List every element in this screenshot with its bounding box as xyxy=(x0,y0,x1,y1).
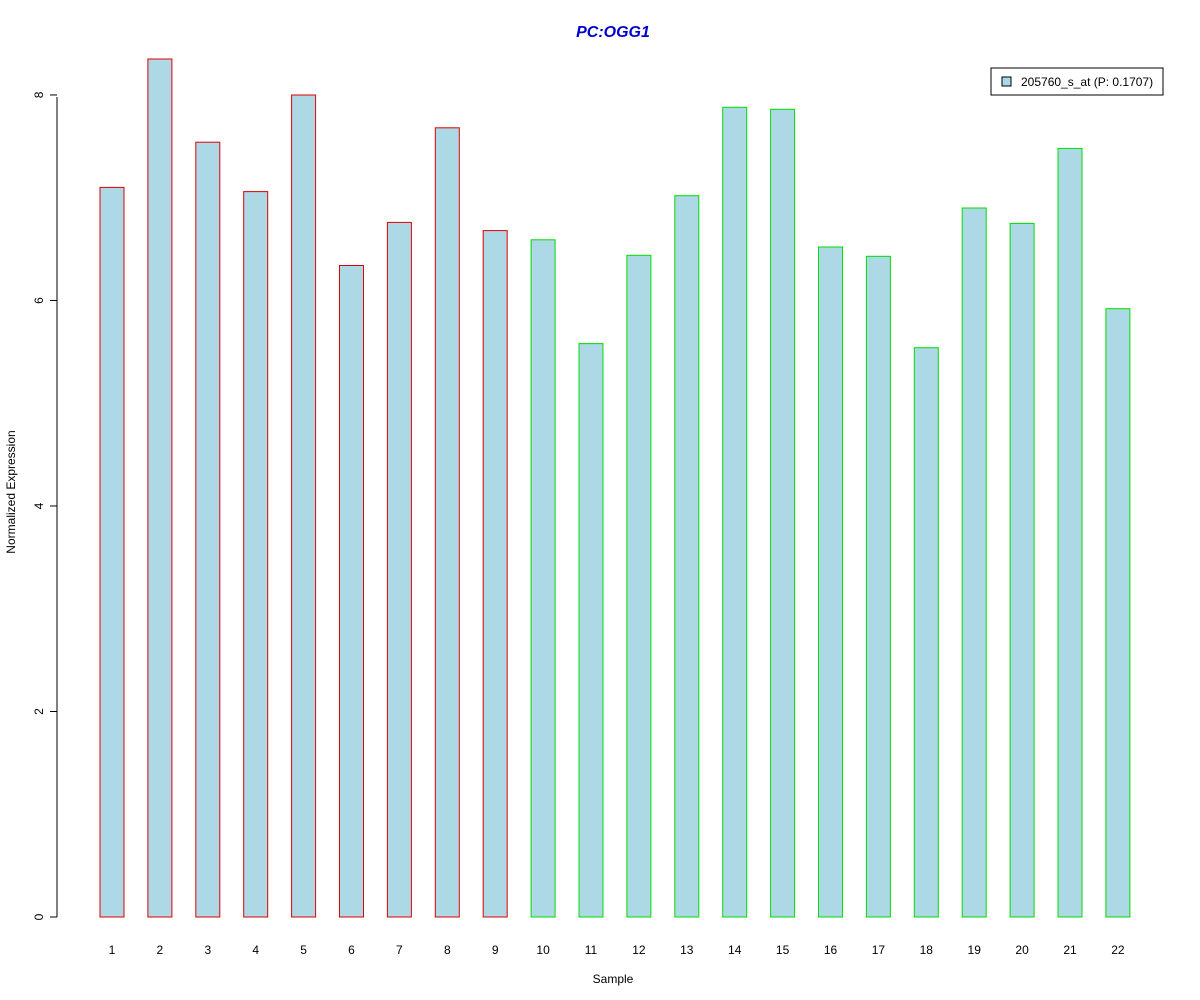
bar-sample-18 xyxy=(913,347,939,918)
y-axis-ticks: 0 2 4 6 8 xyxy=(32,91,57,920)
x-tick-label: 15 xyxy=(776,943,790,957)
bar-sample-21 xyxy=(1057,147,1083,918)
bar-sample-15 xyxy=(770,108,796,918)
bar-sample-19 xyxy=(961,207,987,918)
bar-sample-5 xyxy=(291,94,317,918)
x-tick-label: 19 xyxy=(968,943,982,957)
legend-box xyxy=(990,67,1164,96)
bar-sample-16 xyxy=(818,246,843,918)
bar-sample-3 xyxy=(195,141,221,918)
x-tick-label: 13 xyxy=(680,943,694,957)
bar-sample-8 xyxy=(434,127,460,918)
x-axis-tick-labels: 1 2 3 4 5 6 7 8 9 10 11 12 13 14 15 16 17 18 19 20 21 22 xyxy=(109,943,1125,957)
bar-sample-6 xyxy=(339,265,364,918)
legend: 205760_s_at (P: 0.1707) xyxy=(990,67,1164,96)
bar-sample-2 xyxy=(147,58,173,918)
bar-sample-17 xyxy=(865,255,891,918)
x-tick-label: 14 xyxy=(728,943,742,957)
chart-title: PC:OGG1 xyxy=(576,24,650,41)
bar-sample-22 xyxy=(1105,308,1131,918)
x-tick-label: 4 xyxy=(252,943,259,957)
x-tick-label: 12 xyxy=(632,943,646,957)
legend-swatch xyxy=(1001,76,1012,87)
x-tick-label: 18 xyxy=(920,943,934,957)
bar-sample-7 xyxy=(386,221,412,918)
x-tick-label: 1 xyxy=(109,943,116,957)
bar-sample-10 xyxy=(530,239,556,918)
bar-sample-11 xyxy=(578,343,604,918)
y-tick-label: 8 xyxy=(32,91,46,98)
y-axis-label: Normalized Expression xyxy=(4,430,18,553)
bar-sample-12 xyxy=(626,254,652,918)
x-tick-label: 7 xyxy=(396,943,403,957)
x-tick-label: 8 xyxy=(444,943,451,957)
legend-label: 205760_s_at (P: 0.1707) xyxy=(1021,75,1153,89)
x-tick-label: 6 xyxy=(348,943,355,957)
y-tick-label: 0 xyxy=(32,913,46,920)
bar-sample-20 xyxy=(1009,222,1035,918)
y-tick-label: 4 xyxy=(32,502,46,509)
x-tick-label: 5 xyxy=(300,943,307,957)
x-tick-label: 11 xyxy=(585,943,598,957)
y-tick-label: 2 xyxy=(32,708,46,715)
x-tick-label: 16 xyxy=(824,943,838,957)
bars xyxy=(99,58,1131,918)
x-tick-label: 2 xyxy=(157,943,164,957)
x-tick-label: 21 xyxy=(1063,943,1077,957)
x-tick-label: 20 xyxy=(1015,943,1029,957)
x-tick-label: 10 xyxy=(536,943,550,957)
x-tick-label: 3 xyxy=(204,943,211,957)
bar-sample-13 xyxy=(674,195,700,918)
bar-sample-9 xyxy=(482,230,508,918)
x-tick-label: 17 xyxy=(872,943,886,957)
x-axis-label: Sample xyxy=(593,972,634,986)
x-tick-label: 22 xyxy=(1111,943,1125,957)
y-tick-label: 6 xyxy=(32,297,46,304)
bar-sample-14 xyxy=(722,106,748,918)
bar-sample-1 xyxy=(99,186,125,918)
x-tick-label: 9 xyxy=(492,943,499,957)
bar-sample-4 xyxy=(243,191,269,918)
